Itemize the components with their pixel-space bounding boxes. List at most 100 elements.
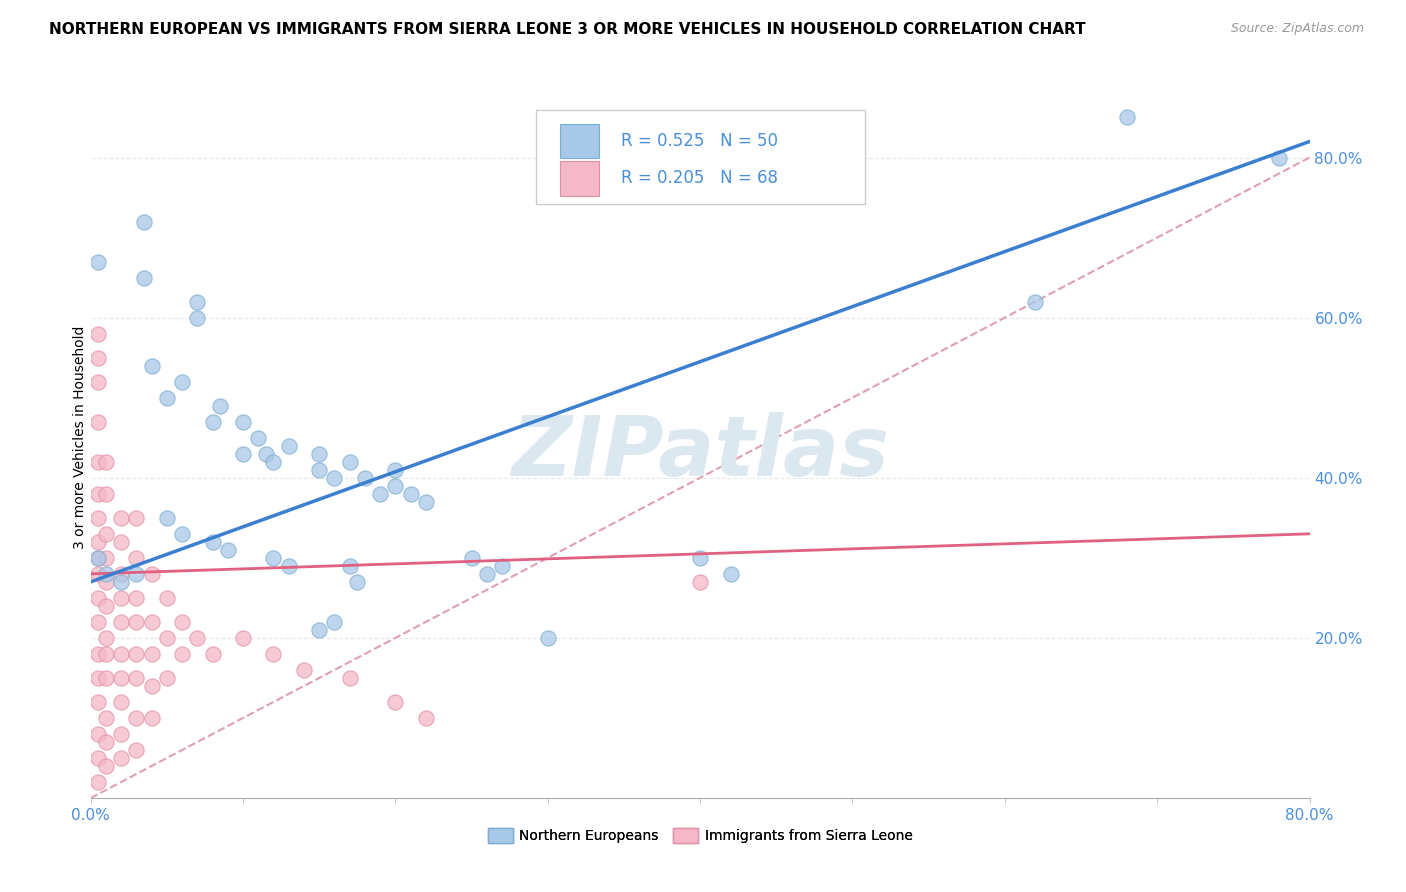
Point [475,566,498,581]
Point [368,487,391,501]
Point [689,574,711,589]
Point [94,647,117,661]
Point [247,431,270,445]
FancyBboxPatch shape [536,110,865,203]
Text: NORTHERN EUROPEAN VS IMMIGRANTS FROM SIERRA LEONE 3 OR MORE VEHICLES IN HOUSEHOL: NORTHERN EUROPEAN VS IMMIGRANTS FROM SIE… [49,22,1085,37]
Y-axis label: 3 or more Vehicles in Household: 3 or more Vehicles in Household [73,326,87,549]
Point [339,455,361,469]
Point [346,574,368,589]
Point [94,526,117,541]
Text: ZIPatlas: ZIPatlas [512,412,889,492]
Point [94,759,117,773]
Point [87,647,110,661]
Point [491,558,513,573]
Point [156,511,179,525]
Point [125,671,148,685]
Point [87,455,110,469]
Point [339,671,361,685]
Point [308,623,330,637]
Point [186,310,208,325]
Point [94,599,117,613]
Point [170,526,193,541]
Point [87,550,110,565]
Point [125,550,148,565]
Point [209,399,232,413]
Point [156,631,179,645]
Point [87,591,110,605]
Point [1024,294,1046,309]
Point [87,615,110,629]
Point [125,711,148,725]
Point [232,415,254,429]
Point [110,671,132,685]
Point [125,511,148,525]
Point [186,294,208,309]
Point [689,550,711,565]
Point [94,711,117,725]
Point [232,631,254,645]
Point [170,375,193,389]
Point [87,695,110,709]
Point [110,695,132,709]
Point [87,511,110,525]
Point [110,534,132,549]
Point [94,574,117,589]
Point [94,735,117,749]
Point [87,566,110,581]
Point [277,439,299,453]
Point [201,534,224,549]
Point [125,647,148,661]
Point [201,647,224,661]
Point [141,566,163,581]
Point [87,550,110,565]
Point [87,671,110,685]
Point [186,631,208,645]
Point [254,447,277,461]
Point [87,775,110,789]
Point [94,566,117,581]
Point [292,663,315,677]
Point [110,511,132,525]
Point [384,463,406,477]
Point [156,671,179,685]
Point [94,671,117,685]
Point [110,647,132,661]
Point [415,711,437,725]
Text: Source: ZipAtlas.com: Source: ZipAtlas.com [1230,22,1364,36]
Point [110,591,132,605]
Point [201,415,224,429]
Point [308,463,330,477]
Point [415,495,437,509]
Point [87,415,110,429]
Point [217,542,239,557]
Bar [560,124,599,158]
Point [720,566,742,581]
Point [262,647,284,661]
Point [537,631,560,645]
Point [94,631,117,645]
Point [399,487,422,501]
Point [170,647,193,661]
Point [141,647,163,661]
Point [132,214,155,228]
Bar [560,161,599,195]
Point [156,591,179,605]
Point [354,471,377,485]
Point [384,695,406,709]
Point [87,751,110,765]
Point [156,391,179,405]
Point [110,615,132,629]
Text: R = 0.205   N = 68: R = 0.205 N = 68 [621,169,778,187]
Point [323,471,346,485]
Point [170,615,193,629]
Point [87,351,110,365]
Point [141,615,163,629]
Point [141,679,163,693]
Point [132,270,155,285]
Point [323,615,346,629]
Point [87,375,110,389]
Point [141,711,163,725]
Point [308,447,330,461]
Point [87,326,110,341]
Point [94,487,117,501]
